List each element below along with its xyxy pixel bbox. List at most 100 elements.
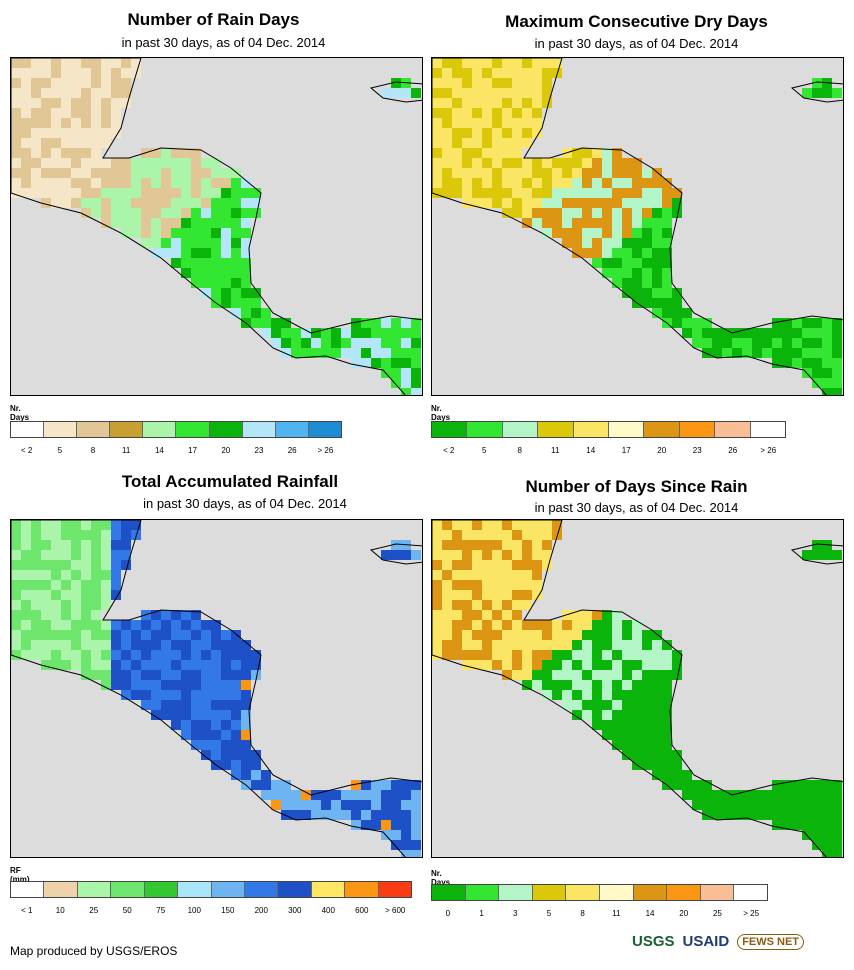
map-cell	[201, 178, 211, 188]
map-cell	[722, 338, 732, 348]
map-cell	[281, 780, 291, 790]
map-cell	[642, 710, 652, 720]
map-cell	[271, 800, 281, 810]
map-cell	[632, 630, 642, 640]
map-cell	[271, 338, 281, 348]
map-cell	[381, 800, 391, 810]
map-cell	[21, 560, 31, 570]
map-cell	[742, 328, 752, 338]
legend-swatch	[679, 422, 716, 437]
map-cell	[31, 590, 41, 600]
map-cell	[572, 680, 582, 690]
map-cell	[492, 158, 502, 168]
map-cell	[572, 710, 582, 720]
map-cell	[582, 188, 592, 198]
map-cell	[131, 670, 141, 680]
legend-label: 17	[621, 446, 631, 455]
map-cell	[502, 178, 512, 188]
map-cell	[361, 358, 371, 368]
map-cell	[662, 188, 672, 198]
map-cell	[21, 178, 31, 188]
map-cell	[411, 820, 421, 830]
map-cell	[231, 640, 241, 650]
map-cell	[482, 630, 492, 640]
map-cell	[191, 630, 201, 640]
map-cell	[642, 258, 652, 268]
map-cell	[492, 168, 502, 178]
map-cell	[61, 168, 71, 178]
map-cell	[21, 68, 31, 78]
map-cell	[592, 218, 602, 228]
map-cell	[782, 358, 792, 368]
map-cell	[221, 710, 231, 720]
map-cell	[632, 218, 642, 228]
map-cell	[502, 550, 512, 560]
map-cell	[191, 268, 201, 278]
map-cell	[41, 88, 51, 98]
map-cell	[21, 78, 31, 88]
map-cell	[582, 670, 592, 680]
map-cell	[472, 128, 482, 138]
map-cell	[81, 590, 91, 600]
legend-swatch	[432, 422, 468, 437]
map-cell	[51, 580, 61, 590]
map-cell	[792, 338, 802, 348]
coastline	[790, 81, 843, 103]
map-cell	[231, 730, 241, 740]
map-cell	[51, 570, 61, 580]
map-cell	[181, 700, 191, 710]
map-cell	[241, 258, 251, 268]
map-cell	[221, 228, 231, 238]
map-since-rain	[431, 519, 844, 858]
map-cell	[592, 248, 602, 258]
map-cell	[71, 660, 81, 670]
map-cell	[101, 198, 111, 208]
map-cell	[241, 288, 251, 298]
map-cell	[432, 540, 442, 550]
map-cell	[171, 610, 181, 620]
map-cell	[602, 670, 612, 680]
map-cell	[241, 208, 251, 218]
map-cell	[822, 88, 832, 98]
map-canvas	[11, 58, 422, 395]
map-cell	[391, 780, 401, 790]
map-cell	[672, 770, 682, 780]
map-cell	[792, 780, 802, 790]
map-cell	[71, 570, 81, 580]
map-cell	[542, 560, 552, 570]
map-cell	[251, 660, 261, 670]
map-cell	[241, 218, 251, 228]
map-cell	[411, 850, 421, 857]
legend-swatch	[467, 422, 503, 437]
map-cell	[552, 158, 562, 168]
map-cell	[522, 680, 532, 690]
map-cell	[121, 188, 131, 198]
map-cell	[331, 790, 341, 800]
legend-swatch	[178, 882, 212, 897]
map-cell	[21, 108, 31, 118]
map-cell	[201, 198, 211, 208]
map-cell	[41, 108, 51, 118]
map-cell	[442, 58, 452, 68]
map-cell	[482, 148, 492, 158]
map-cell	[492, 620, 502, 630]
map-cell	[662, 288, 672, 298]
map-cell	[622, 268, 632, 278]
legend-swatch	[242, 422, 276, 437]
legend-title: Nr. Days	[431, 404, 451, 422]
map-cell	[181, 198, 191, 208]
map-cell	[492, 198, 502, 208]
map-cell	[772, 810, 782, 820]
map-cell	[81, 520, 91, 530]
map-cell	[592, 228, 602, 238]
map-cell	[201, 168, 211, 178]
map-cell	[231, 228, 241, 238]
map-cell	[482, 520, 492, 530]
map-cell	[111, 650, 121, 660]
map-cell	[141, 660, 151, 670]
map-cell	[71, 58, 81, 68]
map-cell	[572, 178, 582, 188]
map-cell	[642, 700, 652, 710]
map-cell	[71, 540, 81, 550]
map-cell	[141, 680, 151, 690]
